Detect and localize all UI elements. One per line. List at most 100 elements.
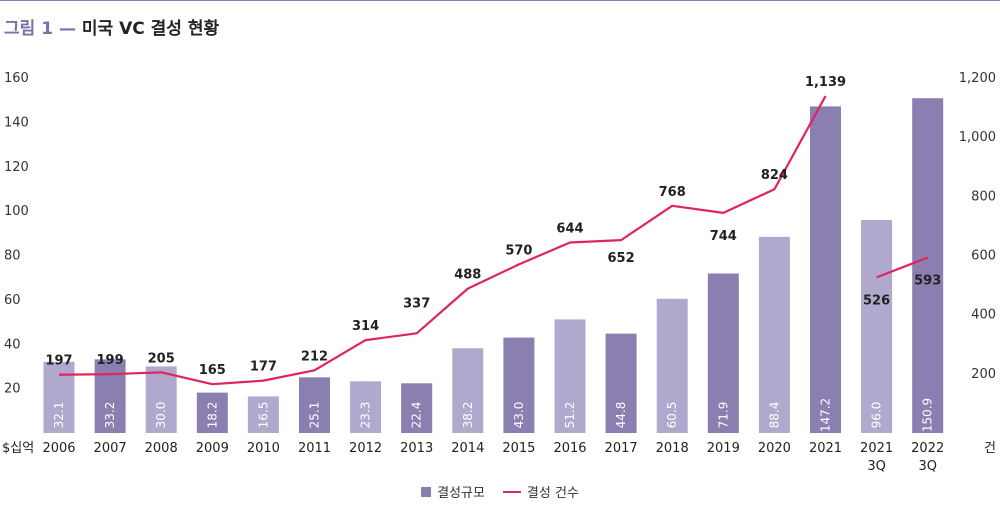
line-value-label: 526 — [863, 293, 890, 308]
x-axis-tick: 2014 — [451, 441, 484, 456]
line-value-label: 593 — [914, 274, 941, 289]
x-axis-tick: 2007 — [94, 441, 127, 456]
x-axis-tick: 2019 — [707, 441, 740, 456]
bar-value-label: 30.0 — [154, 402, 168, 429]
chart-title: 그림 1 — 미국 VC 결성 현황 — [4, 14, 219, 39]
line-value-label: 768 — [659, 185, 686, 200]
bar-value-label: 44.8 — [614, 402, 628, 429]
bar — [401, 383, 433, 433]
bar — [810, 106, 841, 434]
line-value-label: 212 — [301, 349, 328, 364]
left-axis-tick: 60 — [4, 293, 21, 308]
x-axis-tick: 2012 — [349, 441, 382, 456]
x-axis-tick: 2010 — [247, 441, 280, 456]
line-value-label: 644 — [556, 221, 583, 236]
left-axis-tick: 20 — [4, 382, 21, 397]
x-axis-tick: 2016 — [553, 441, 586, 456]
bar — [758, 236, 790, 433]
legend-line-swatch — [502, 490, 521, 493]
bar-value-label: 18.2 — [205, 402, 219, 429]
bar-value-label: 16.5 — [256, 402, 270, 429]
x-axis-tick: 2013 — [400, 441, 433, 456]
bar — [861, 220, 893, 433]
legend-item-bar: 결성규모 — [421, 482, 485, 501]
bar-value-label: 25.1 — [308, 402, 322, 429]
bar — [94, 359, 126, 433]
left-axis-unit: $십억 — [2, 441, 34, 456]
x-axis-tick: 2015 — [502, 441, 535, 456]
legend-line-label: 결성 건수 — [526, 486, 579, 501]
left-axis-tick: 140 — [4, 115, 29, 130]
bar — [707, 273, 739, 433]
line-value-label: 1,139 — [805, 75, 846, 90]
right-axis-tick: 1,200 — [959, 71, 996, 86]
bar — [554, 319, 586, 433]
line-value-label: 314 — [352, 319, 379, 334]
bar — [196, 392, 228, 433]
left-axis-tick: 100 — [4, 204, 29, 219]
bar-value-label: 88.4 — [767, 402, 781, 429]
line-value-label: 337 — [403, 296, 430, 311]
bar-value-label: 38.2 — [461, 402, 475, 429]
x-axis-tick: 2021 — [860, 441, 893, 456]
bar — [145, 366, 177, 433]
bar-value-label: 147.2 — [819, 398, 833, 432]
legend-item-line: 결성 건수 — [502, 482, 579, 501]
x-axis-tick: 3Q — [867, 459, 886, 474]
right-axis-tick: 400 — [971, 308, 996, 323]
right-axis-tick: 200 — [971, 367, 996, 382]
right-axis-unit: 건 — [984, 441, 996, 456]
line-value-label: 652 — [608, 251, 635, 266]
bar — [247, 396, 279, 433]
legend: 결성규모 결성 건수 — [0, 482, 1000, 501]
line-value-label: 177 — [250, 360, 277, 375]
line-value-label: 197 — [45, 354, 72, 369]
bar — [452, 348, 484, 433]
x-axis-tick: 3Q — [918, 459, 937, 474]
x-axis-tick: 2022 — [911, 441, 944, 456]
x-axis-tick: 2020 — [758, 441, 791, 456]
bar-value-label: 71.9 — [716, 402, 730, 429]
right-axis-tick: 1,000 — [959, 130, 996, 145]
line-value-label: 488 — [454, 268, 481, 283]
bar-value-label: 60.5 — [665, 402, 679, 429]
left-axis-tick: 80 — [4, 249, 21, 264]
line-value-label: 199 — [97, 353, 124, 368]
bar-value-label: 150.9 — [921, 398, 935, 432]
figure-title: 미국 VC 결성 현황 — [81, 19, 220, 39]
line-value-label: 824 — [761, 168, 788, 183]
x-axis-tick: 2018 — [656, 441, 689, 456]
legend-bar-label: 결성규모 — [437, 486, 485, 501]
legend-bar-swatch — [421, 486, 432, 497]
line-value-label: 570 — [505, 243, 532, 258]
bar — [503, 337, 535, 433]
line-value-label: 205 — [148, 351, 175, 366]
right-axis-tick: 800 — [971, 189, 996, 204]
left-axis-tick: 120 — [4, 160, 29, 175]
top-rule — [0, 0, 1000, 1]
bar-value-label: 33.2 — [103, 402, 117, 429]
x-axis-tick: 2011 — [298, 441, 331, 456]
line-value-label: 165 — [199, 363, 226, 378]
bar — [656, 298, 688, 433]
bar-value-label: 32.1 — [52, 402, 66, 429]
x-axis-tick: 2009 — [196, 441, 229, 456]
bar-value-label: 96.0 — [870, 402, 884, 429]
x-axis-tick: 2021 — [809, 441, 842, 456]
bar — [912, 98, 944, 434]
bar-value-label: 22.4 — [410, 402, 424, 429]
bar — [299, 377, 330, 433]
x-axis-tick: 2008 — [145, 441, 178, 456]
bar-value-label: 23.3 — [359, 402, 373, 429]
line-value-label: 744 — [710, 229, 737, 244]
bar-value-label: 51.2 — [563, 402, 577, 429]
bar — [605, 333, 637, 433]
bar — [350, 381, 382, 433]
left-axis-tick: 40 — [4, 337, 21, 352]
left-axis-tick: 160 — [4, 71, 29, 86]
right-axis-tick: 600 — [971, 249, 996, 264]
figure-number: 그림 1 — — [4, 19, 76, 39]
count-line — [58, 95, 827, 386]
x-axis-tick: 2006 — [42, 441, 75, 456]
